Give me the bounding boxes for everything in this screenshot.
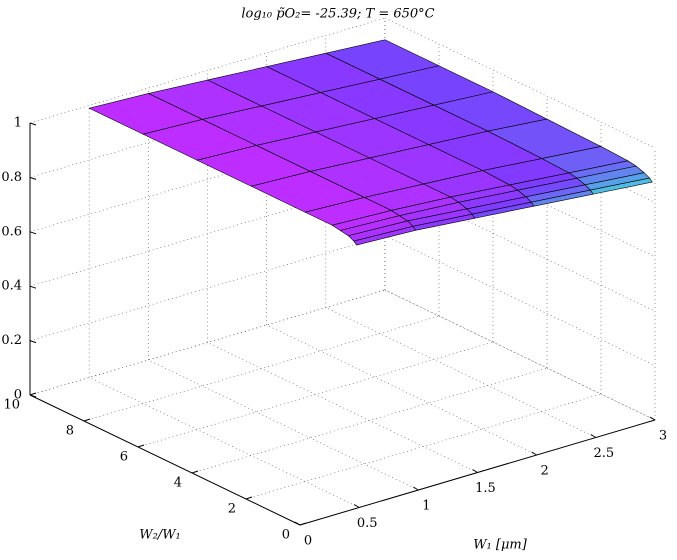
y-tick-label: 2 [228, 502, 236, 517]
grid-line [148, 359, 419, 491]
x-tick [472, 469, 478, 473]
x-axis-label: W₁ [μm] [473, 538, 528, 553]
x-tick-label: 1.5 [475, 481, 496, 496]
grid-line [207, 342, 478, 473]
z-tick [29, 231, 37, 235]
x-tick-label: 2 [541, 464, 549, 479]
z-tick-label: 0.4 [1, 279, 22, 294]
grid-line [245, 393, 602, 500]
y-axis [29, 394, 301, 526]
y-tick [29, 392, 37, 396]
z-tick [29, 340, 37, 344]
y-tick-label: 4 [174, 476, 182, 491]
x-tick [590, 434, 597, 438]
y-tick-label: 6 [120, 450, 128, 465]
y-tick-label: 0 [282, 528, 290, 543]
y-tick-label: 10 [3, 398, 20, 413]
x-tick-label: 1 [422, 499, 430, 514]
grid-line [325, 307, 596, 438]
grid-line [384, 235, 656, 366]
x-tick [413, 486, 419, 491]
x-tick-label: 0 [304, 534, 312, 549]
grid-line [266, 324, 537, 456]
y-axis-label: W₂/W₁ [139, 528, 181, 543]
z-tick-label: 0.8 [1, 170, 22, 185]
grid-line [29, 289, 386, 396]
z-tick-label: 1 [14, 116, 22, 131]
surface-face [353, 225, 417, 246]
grid-line [191, 367, 548, 474]
x-tick [294, 521, 301, 526]
grid-line [137, 341, 494, 448]
z-tick-label: 0.6 [1, 224, 22, 239]
y-tick [137, 444, 145, 448]
z-tick [29, 285, 37, 289]
grid-line [83, 315, 440, 422]
z-tick [29, 122, 37, 126]
y-tick-label: 8 [66, 424, 74, 439]
x-tick-label: 3 [659, 429, 667, 444]
x-tick [353, 504, 360, 508]
y-tick [245, 496, 253, 500]
z-tick [29, 176, 37, 180]
y-tick [299, 522, 307, 526]
y-tick [83, 418, 91, 422]
z-tick-label: 0.2 [1, 333, 22, 348]
grid-line [29, 235, 386, 341]
chart-title: log₁₀ p̃O₂= -25.39; T = 650°C [241, 7, 434, 22]
z-tick [29, 394, 37, 398]
y-tick [191, 470, 199, 474]
x-tick-label: 2.5 [593, 446, 614, 461]
grid-line [29, 17, 386, 124]
x-tick-label: 0.5 [357, 516, 378, 531]
z-tick-label: 0 [14, 388, 22, 403]
x-tick [649, 416, 656, 421]
x-tick [531, 451, 537, 456]
